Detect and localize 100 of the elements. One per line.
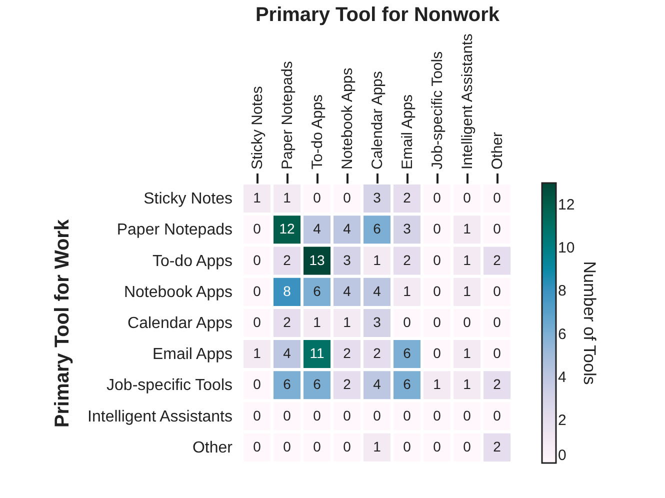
color-bar-label: 8 xyxy=(558,282,566,300)
y-axis-title: Primary Tool for Work xyxy=(52,218,74,428)
data-label: 6 xyxy=(313,376,322,392)
data-label: 1 xyxy=(463,252,472,268)
data-label: 1 xyxy=(433,376,442,392)
data-label: 0 xyxy=(493,314,502,330)
data-label: 0 xyxy=(403,407,412,424)
data-label: 4 xyxy=(373,282,382,299)
data-label: 0 xyxy=(433,252,442,268)
data-label: 2 xyxy=(343,376,352,392)
data-label: 1 xyxy=(463,345,472,362)
data-label: 1 xyxy=(253,345,262,362)
data-label: 2 xyxy=(493,376,502,392)
data-label: 0 xyxy=(463,314,472,330)
data-label: 0 xyxy=(343,190,352,206)
data-label: 0 xyxy=(253,438,262,454)
color-bar-label: 6 xyxy=(558,326,566,343)
data-label: 4 xyxy=(343,220,352,237)
data-label: 4 xyxy=(283,345,292,362)
y-tick-label: To-do Apps xyxy=(152,252,232,270)
data-label: 0 xyxy=(493,345,502,362)
data-label: 4 xyxy=(313,220,322,237)
data-label: 6 xyxy=(313,282,322,299)
data-label: 0 xyxy=(253,282,262,299)
data-label: 0 xyxy=(493,407,502,424)
data-label: 0 xyxy=(313,190,322,206)
data-label: 0 xyxy=(283,438,292,454)
data-label: 0 xyxy=(343,407,352,424)
data-label: 0 xyxy=(433,282,442,299)
data-label: 0 xyxy=(433,190,442,206)
data-label: 0 xyxy=(433,314,442,330)
data-label: 0 xyxy=(253,252,262,268)
data-label: 3 xyxy=(403,220,412,237)
y-tick-label: Paper Notepads xyxy=(116,222,232,239)
data-label: 0 xyxy=(253,376,262,392)
color-bar-label: 0 xyxy=(558,447,566,464)
data-label: 0 xyxy=(433,220,442,237)
data-label: 0 xyxy=(493,282,502,299)
data-label: 0 xyxy=(313,438,322,454)
data-label: 1 xyxy=(463,282,472,299)
data-label: 1 xyxy=(373,252,382,268)
data-label: 4 xyxy=(373,376,382,392)
data-label: 8 xyxy=(283,282,292,299)
data-label: 1 xyxy=(313,314,322,330)
data-label: 1 xyxy=(283,190,292,206)
data-label: 1 xyxy=(403,282,412,299)
data-label: 13 xyxy=(309,252,325,268)
x-tick-label: Calendar Apps xyxy=(369,71,386,170)
data-label: 1 xyxy=(253,190,262,206)
data-label: 2 xyxy=(493,438,502,454)
data-label: 0 xyxy=(313,407,322,424)
data-label: 2 xyxy=(373,345,382,362)
data-label: 0 xyxy=(373,407,382,424)
data-label: 0 xyxy=(253,314,262,330)
data-label: 2 xyxy=(283,252,292,268)
y-tick-label: Notebook Apps xyxy=(124,284,232,301)
data-label: 0 xyxy=(433,438,442,454)
color-bar-label: 4 xyxy=(558,368,566,386)
x-tick-label: Notebook Apps xyxy=(339,68,356,170)
color-bar-label: 2 xyxy=(558,412,566,429)
data-label: 1 xyxy=(463,220,472,237)
data-label: 6 xyxy=(403,376,412,392)
data-label: 6 xyxy=(283,376,292,392)
data-label: 0 xyxy=(493,190,502,206)
data-label: 0 xyxy=(253,220,262,237)
data-label: 6 xyxy=(403,345,412,362)
y-tick-label: Intelligent Assistants xyxy=(88,408,232,426)
data-label: 3 xyxy=(373,314,382,330)
data-label: 11 xyxy=(310,345,324,362)
y-tick-label: Other xyxy=(192,439,234,456)
data-label: 1 xyxy=(463,376,472,392)
data-label: 12 xyxy=(279,220,295,237)
data-label: 0 xyxy=(463,407,472,424)
y-tick-label: Email Apps xyxy=(152,346,232,364)
data-label: 4 xyxy=(343,282,352,299)
data-label: 0 xyxy=(433,407,442,424)
color-bar-label: 10 xyxy=(558,240,575,257)
color-bar-label: 12 xyxy=(558,196,575,214)
data-label: 0 xyxy=(463,438,472,454)
data-label: 2 xyxy=(403,252,412,268)
x-tick-label: Email Apps xyxy=(399,94,416,170)
data-label: 1 xyxy=(373,438,382,454)
data-label: 2 xyxy=(283,314,292,330)
x-tick-label: Other xyxy=(489,132,506,170)
data-label: 0 xyxy=(493,220,502,237)
data-label: 0 xyxy=(283,407,292,424)
color-bar-title: Number of Tools xyxy=(580,261,599,385)
data-label: 1 xyxy=(343,314,352,330)
x-tick-label: Job-specific Tools xyxy=(429,51,446,170)
data-label: 3 xyxy=(373,190,382,206)
data-label: 6 xyxy=(373,220,382,237)
y-tick-label: Calendar Apps xyxy=(128,315,232,332)
data-label: 2 xyxy=(493,252,502,268)
data-label: 0 xyxy=(343,438,352,454)
data-label: 2 xyxy=(343,345,352,362)
data-label: 3 xyxy=(343,252,352,268)
data-label: 0 xyxy=(403,314,412,330)
data-label: 2 xyxy=(403,190,412,206)
data-label: 0 xyxy=(463,190,472,206)
x-axis-title: Primary Tool for Nonwork xyxy=(255,4,500,26)
